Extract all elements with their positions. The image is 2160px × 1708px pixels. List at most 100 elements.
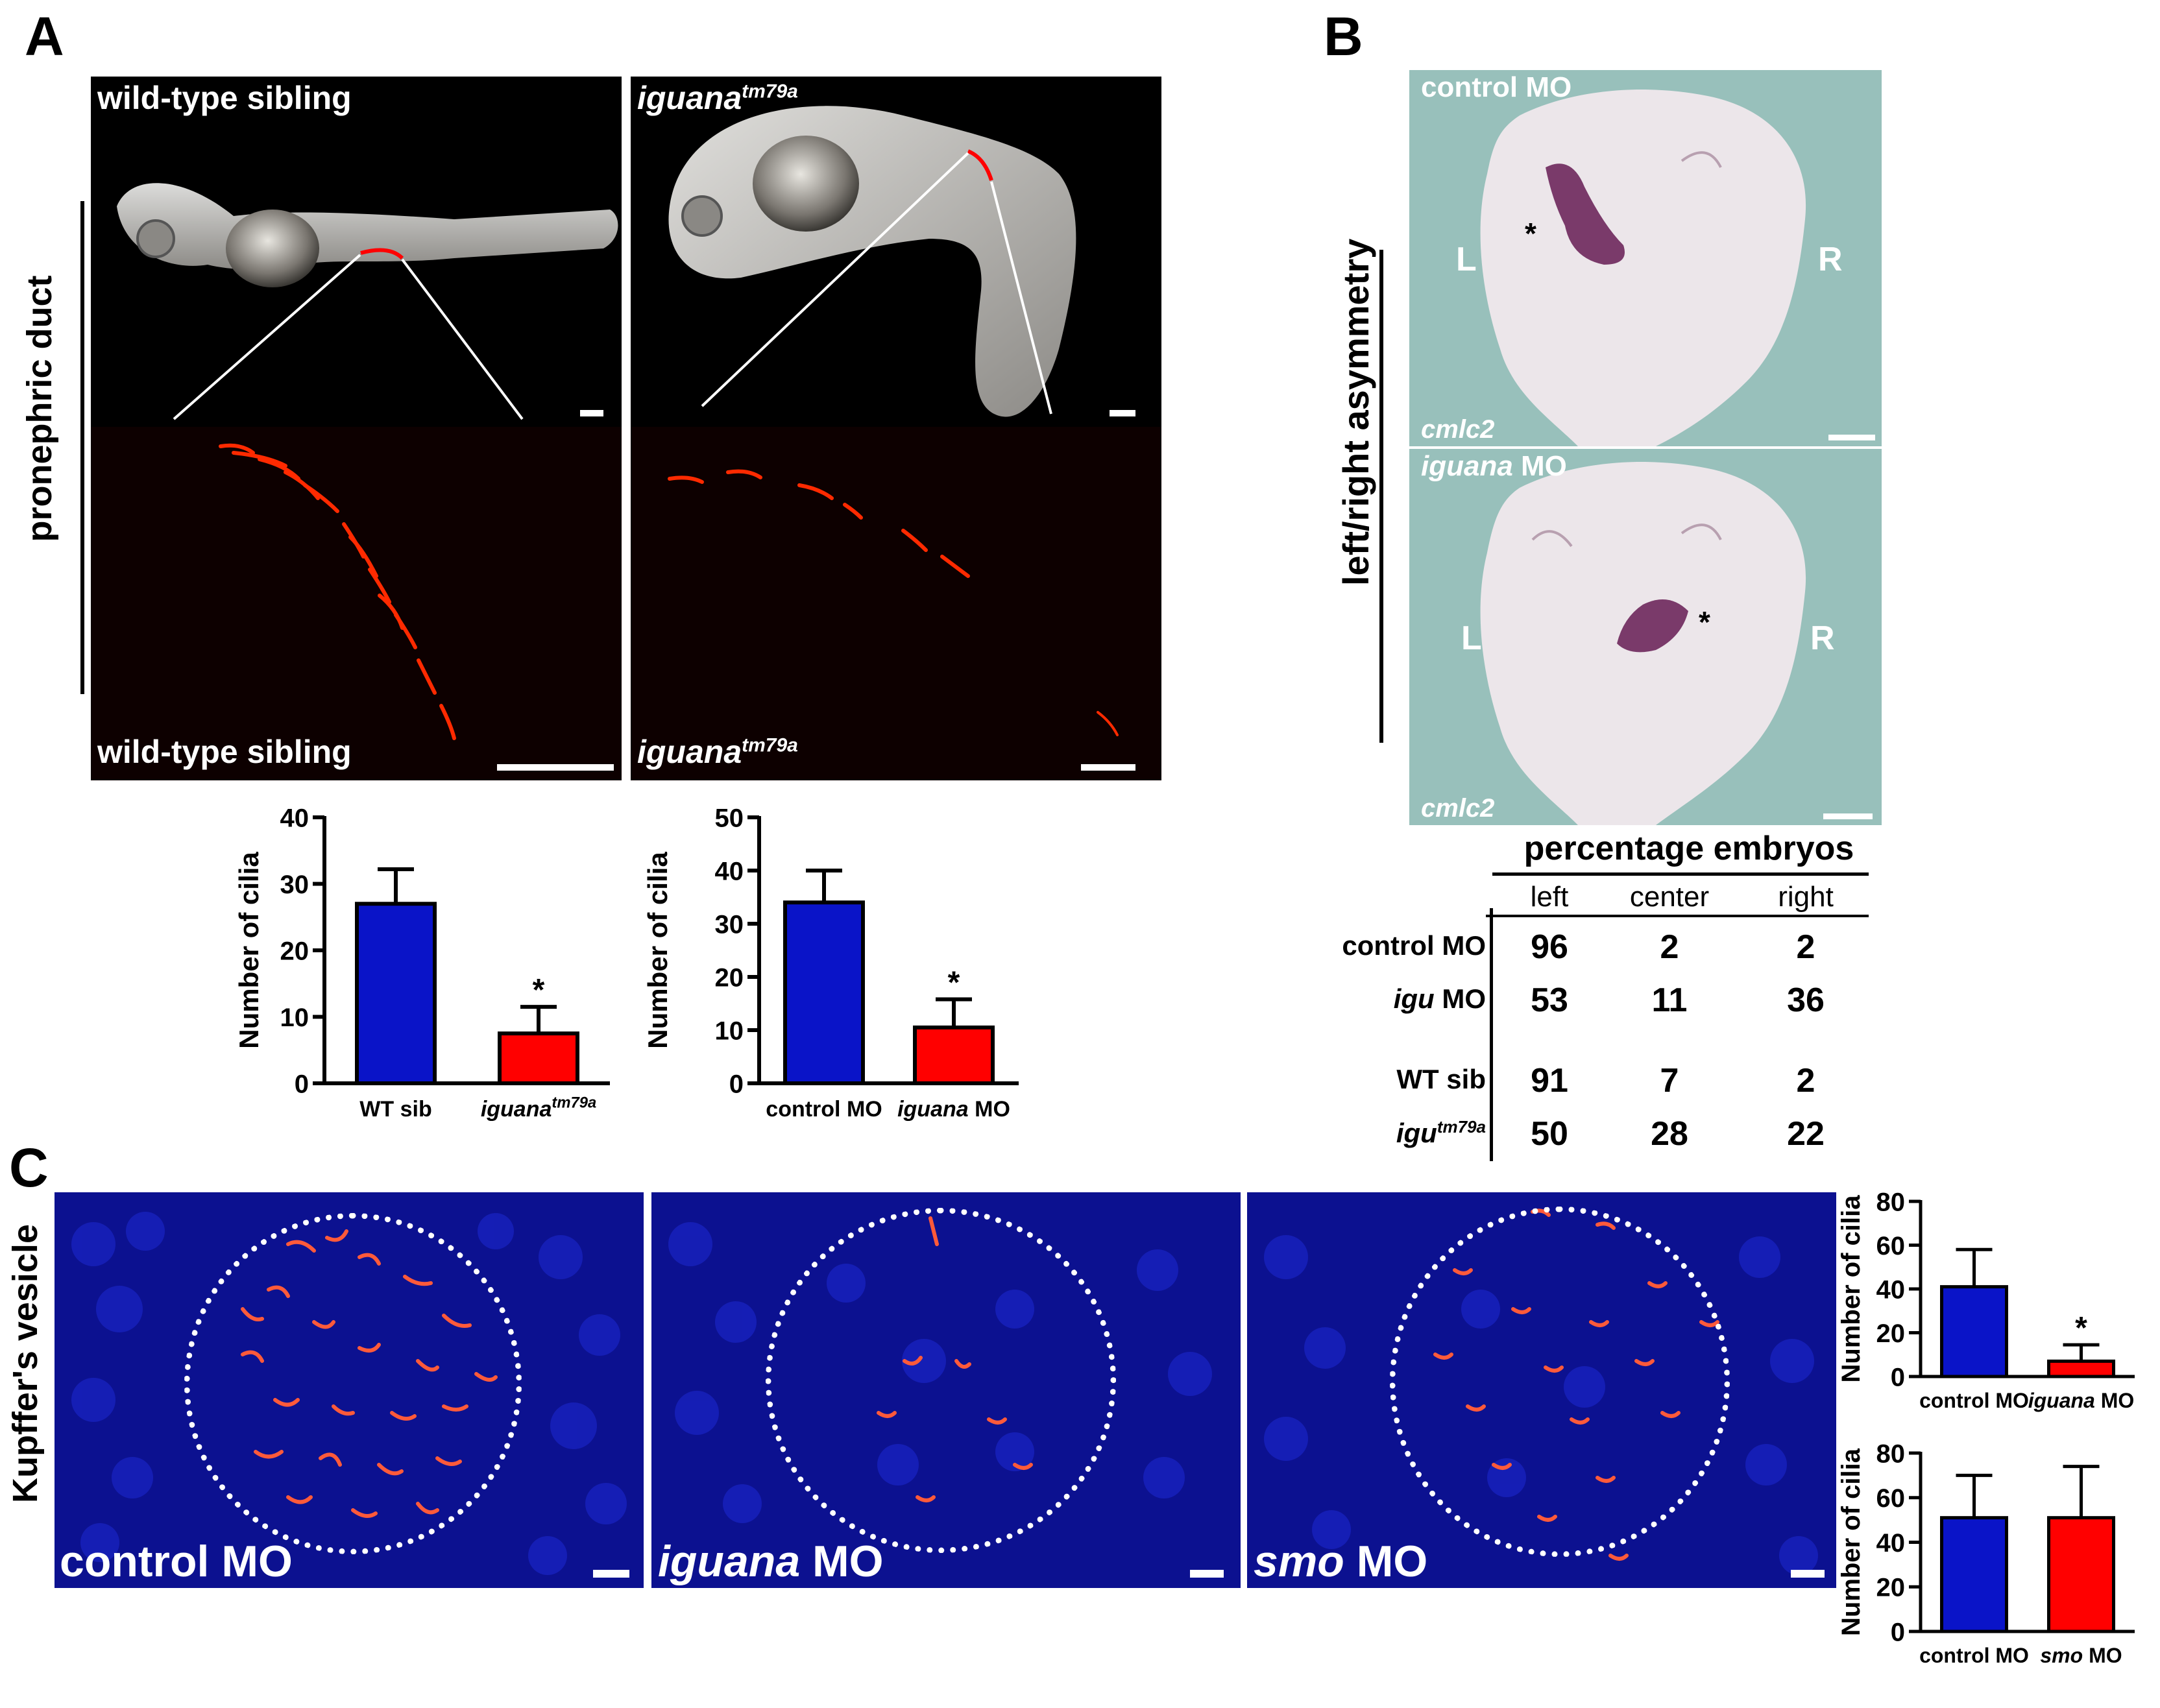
smo-mo-kv-label: smo MO (1254, 1537, 1428, 1586)
scale-bar (1190, 1570, 1224, 1578)
chart-a1: 0 10 20 30 40 Number of cilia WT sib * iguanatm7… (234, 804, 610, 1122)
y-axis-label: Number of cilia (642, 852, 673, 1049)
y-tick-label: 40 (280, 804, 309, 832)
category-label: smo MO (2040, 1644, 2122, 1667)
table-column-rule (1490, 908, 1493, 1161)
control-heart-drawing (1480, 90, 1806, 446)
cell: 28 (1651, 1115, 1688, 1153)
header-left: left (1530, 881, 1569, 913)
wt-sibling-label-bottom: wild-type sibling (97, 734, 352, 770)
y-tick-label: 30 (280, 871, 309, 899)
y-tick-label: 0 (295, 1070, 309, 1098)
cell: 96 (1531, 928, 1568, 966)
chart-c2: 0 20 40 60 80 Number of cilia control MO smo MO (1837, 1439, 2135, 1667)
smo-mo-kv-image: smo MO (1247, 1192, 1836, 1588)
header-right: right (1778, 881, 1834, 913)
y-tick-label: 60 (1876, 1232, 1906, 1260)
y-tick-label: 10 (715, 1016, 744, 1045)
iguana-mo-kv-label: iguana MO (658, 1537, 884, 1586)
iguana-heart-drawing (1480, 462, 1806, 825)
scale-bar (580, 410, 603, 416)
header-center: center (1629, 881, 1710, 913)
y-tick-label: 80 (1876, 1439, 1906, 1468)
kupffers-vesicle-label: Kupffer's vesicle (6, 1223, 45, 1504)
kupffers-vesicle-outline (1390, 1207, 1730, 1557)
y-tick-label: 20 (1876, 1319, 1906, 1348)
control-mo-label: control MO (1421, 71, 1572, 103)
control-mo-kv-label: control MO (60, 1537, 293, 1586)
pronephric-duct-label: pronephric duct (20, 275, 59, 542)
chart-c1: 0 20 40 60 80 Number of cilia control MO * iguan… (1837, 1188, 2135, 1412)
row-label-igu-mo: igu MO (1393, 983, 1486, 1014)
right-label: R (1810, 619, 1835, 657)
cell: 91 (1531, 1062, 1568, 1100)
bar (2047, 1516, 2115, 1633)
cmlc2-label: cmlc2 (1421, 415, 1495, 444)
left-label: L (1456, 241, 1477, 278)
y-tick-label: 20 (1876, 1574, 1906, 1602)
y-axis-label: Number of cilia (1837, 1195, 1865, 1383)
scale-bar (1823, 813, 1873, 819)
cell: 2 (1796, 928, 1815, 966)
y-tick-label: 20 (715, 963, 744, 992)
bar (1940, 1516, 2008, 1633)
scale-bar (1081, 764, 1135, 771)
significance-star: * (533, 973, 545, 1007)
y-tick-label: 0 (729, 1070, 744, 1098)
y-tick-label: 60 (1876, 1484, 1906, 1513)
asterisk: * (1525, 217, 1536, 250)
wt-embryo-drawing (117, 183, 618, 420)
left-label: L (1461, 619, 1482, 657)
row-label-wt-sib: WT sib (1396, 1064, 1486, 1094)
cell: 50 (1531, 1115, 1568, 1153)
y-tick-label: 0 (1891, 1618, 1905, 1646)
scale-bar (1828, 435, 1875, 440)
iguana-mo-heart-image: iguana MO * L R cmlc2 (1409, 449, 1882, 825)
category-label: iguana MO (897, 1097, 1010, 1122)
cell: 2 (1660, 928, 1679, 966)
wt-duct-cilia-image: wild-type sibling (91, 427, 622, 780)
category-label: iguanatm79a (481, 1094, 596, 1122)
y-axis-label: Number of cilia (1837, 1448, 1865, 1636)
asymmetry-bracket (1379, 250, 1383, 743)
chart-a2: 0 10 20 30 40 50 Number of cilia control MO * igu… (642, 804, 1019, 1122)
category-label: control MO (1919, 1644, 2029, 1667)
row-label-igu-tm79a: igutm79a (1396, 1117, 1486, 1148)
iguana-mo-label: iguana MO (1421, 450, 1567, 482)
table-header-rule (1486, 915, 1869, 917)
y-tick-label: 50 (715, 804, 744, 832)
y-tick-label: 10 (280, 1004, 309, 1032)
cell: 2 (1796, 1062, 1815, 1100)
cmlc2-label: cmlc2 (1421, 794, 1495, 823)
control-mo-kv-image: control MO (55, 1192, 644, 1588)
iguana-label-bottom: iguanatm79a (637, 734, 798, 770)
wt-embryo-image: wild-type sibling (91, 77, 622, 427)
panel-letter-b: B (1324, 6, 1363, 67)
iguana-embryo-drawing (668, 106, 1076, 417)
bar (2047, 1359, 2115, 1378)
kupffers-vesicle-outline (184, 1213, 522, 1554)
asterisk: * (1699, 605, 1710, 639)
scale-bar (593, 1570, 629, 1578)
scale-bar (1110, 410, 1135, 416)
y-tick-label: 20 (280, 937, 309, 965)
wt-sibling-label-top: wild-type sibling (97, 80, 352, 116)
bar (783, 900, 865, 1085)
row-label-control: control MO (1342, 930, 1486, 961)
iguana-duct-cilia-image: iguanatm79a (631, 427, 1161, 780)
cell: 22 (1787, 1115, 1825, 1153)
pronephric-duct-bracket (80, 201, 84, 694)
bar (913, 1025, 995, 1085)
y-tick-label: 30 (715, 910, 744, 939)
cell: 7 (1660, 1062, 1679, 1100)
cell: 36 (1787, 981, 1825, 1019)
wt-cilia-drawing (219, 443, 456, 740)
category-label: iguana MO (2028, 1389, 2135, 1412)
y-tick-label: 80 (1876, 1188, 1906, 1216)
right-label: R (1818, 241, 1843, 278)
panel-letter-c: C (9, 1137, 49, 1198)
iguana-mo-kv-image: iguana MO (651, 1192, 1241, 1588)
y-tick-label: 40 (1876, 1529, 1906, 1558)
bar (498, 1031, 579, 1085)
table-title-rule (1492, 872, 1869, 876)
